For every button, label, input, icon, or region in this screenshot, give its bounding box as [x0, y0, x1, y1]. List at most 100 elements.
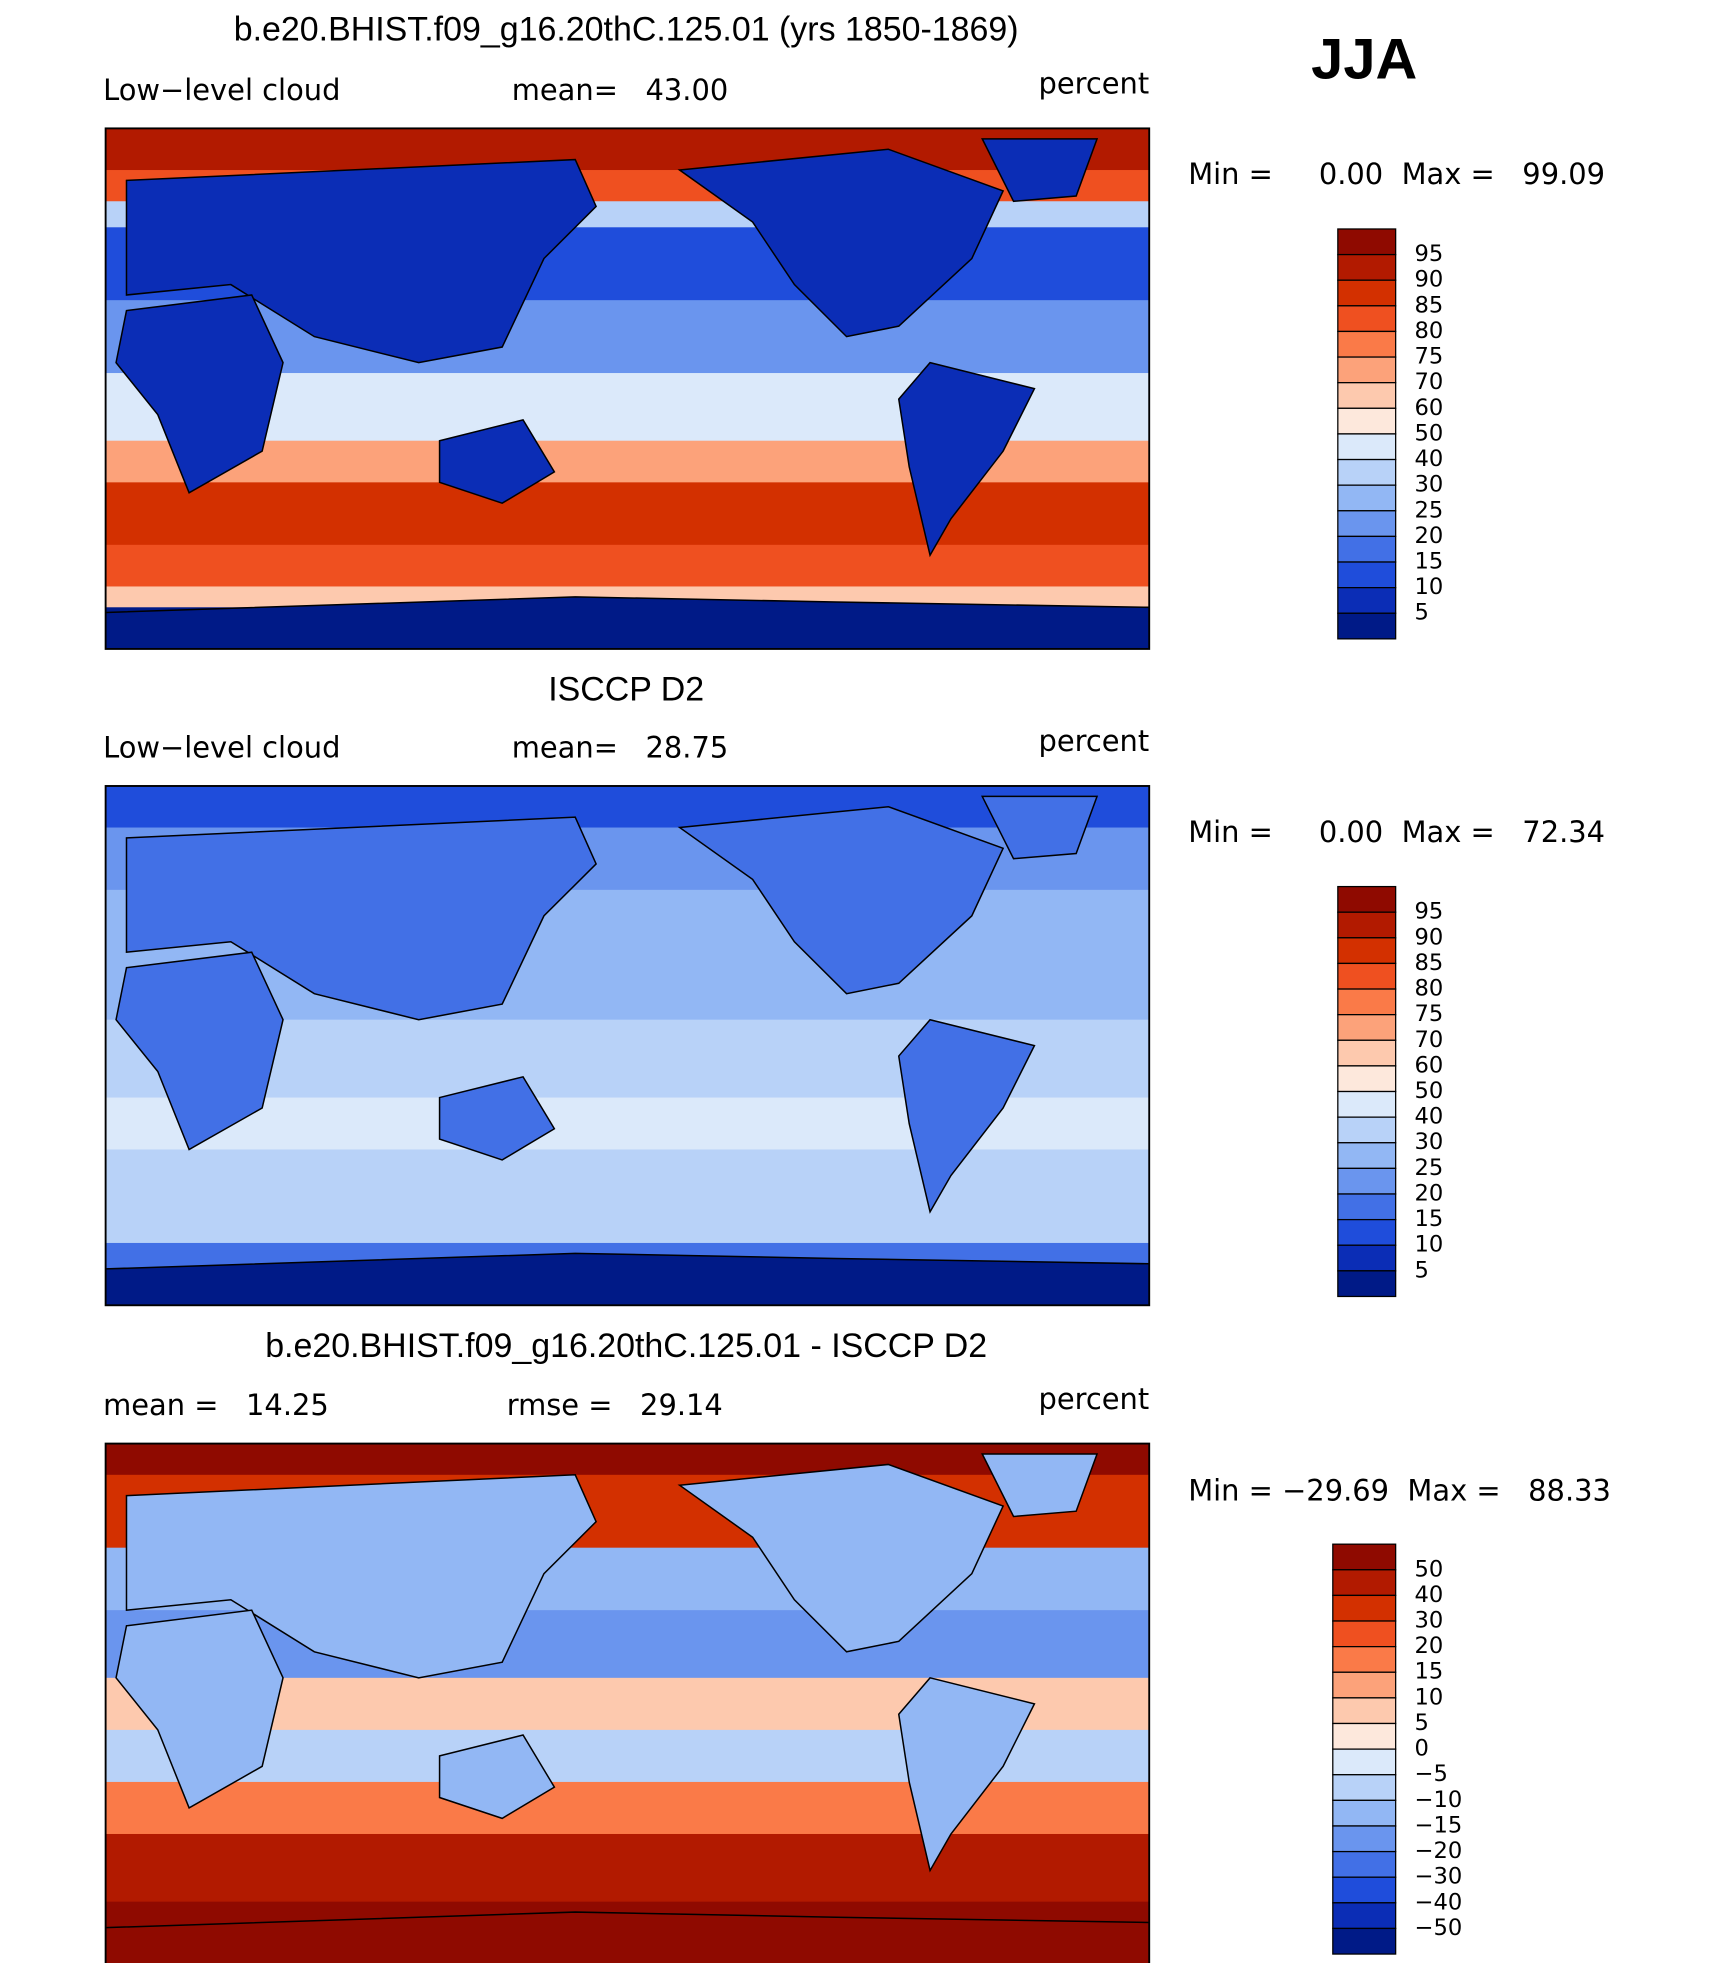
colorbar-box [1337, 587, 1397, 614]
colorbar-box [1337, 885, 1397, 913]
colorbar-label: −20 [1415, 1838, 1463, 1864]
map-band [105, 1443, 1150, 1476]
colorbar-label: 25 [1415, 497, 1444, 523]
colorbar-box [1337, 510, 1397, 538]
colorbar-label: 85 [1415, 292, 1444, 318]
colorbar-box [1337, 228, 1397, 256]
colorbar-label: 15 [1415, 549, 1444, 575]
panel-title: b.e20.BHIST.f09_g16.20thC.125.01 - ISCCP… [265, 1327, 987, 1365]
land [677, 805, 1005, 995]
center-label: mean= 28.75 [512, 731, 729, 765]
land [677, 1463, 1005, 1653]
colorbar-label: −10 [1415, 1787, 1463, 1813]
map-band [105, 128, 1150, 171]
colorbar-label: 75 [1415, 344, 1444, 370]
colorbar-box [1337, 535, 1397, 563]
land [105, 1252, 1150, 1306]
colorbar-box [1337, 305, 1397, 333]
land [438, 418, 556, 505]
colorbar-label: −5 [1415, 1761, 1448, 1787]
colorbar-box [1332, 1620, 1397, 1648]
colorbar-label: 15 [1415, 1206, 1444, 1232]
colorbar-box [1337, 382, 1397, 409]
colorbar-label: 90 [1415, 924, 1444, 950]
colorbar-box [1332, 1850, 1397, 1878]
colorbar-box [1332, 1748, 1397, 1776]
map [105, 128, 1150, 649]
colorbar-box [1337, 1090, 1397, 1118]
land [677, 148, 1005, 338]
colorbar-label: 85 [1415, 950, 1444, 976]
colorbar-box [1332, 1646, 1397, 1673]
colorbar-box [1337, 484, 1397, 512]
colorbar-label: 5 [1415, 1710, 1429, 1736]
colorbar-label: 95 [1415, 899, 1444, 925]
colorbar-label: 50 [1415, 1078, 1444, 1104]
units-label: percent [1039, 724, 1150, 758]
map-band [105, 785, 1150, 829]
colorbar-label: 30 [1415, 1129, 1444, 1155]
colorbar-box [1332, 1594, 1397, 1622]
colorbar-label: −30 [1415, 1864, 1463, 1890]
left-label: Low−level cloud [103, 73, 340, 107]
map [105, 785, 1150, 1306]
colorbar-box [1332, 1722, 1397, 1750]
land [897, 1676, 1036, 1873]
map-band [105, 1781, 1150, 1835]
colorbar-label: 60 [1415, 395, 1444, 421]
colorbar-box [1332, 1825, 1397, 1853]
panel-title: b.e20.BHIST.f09_g16.20thC.125.01 (yrs 18… [234, 11, 1019, 49]
colorbar-label: 90 [1415, 267, 1444, 293]
colorbar-label: 40 [1415, 1104, 1444, 1130]
colorbar-box [1337, 1116, 1397, 1144]
colorbar-box [1337, 458, 1397, 486]
map-band [105, 1149, 1150, 1244]
colorbar-box [1332, 1543, 1397, 1571]
colorbar-label: 10 [1415, 1232, 1444, 1258]
colorbar-label: 50 [1415, 420, 1444, 446]
land [105, 596, 1150, 649]
colorbar-box [1337, 1039, 1397, 1067]
colorbar-box [1337, 1014, 1397, 1041]
colorbar-label: 10 [1415, 1684, 1444, 1710]
colorbar-box [1337, 1167, 1397, 1195]
colorbar-label: 70 [1415, 369, 1444, 395]
colorbar-label: 40 [1415, 1582, 1444, 1608]
colorbar-box [1337, 433, 1397, 461]
land [125, 1473, 598, 1679]
land [981, 1453, 1099, 1518]
colorbar-box [1332, 1671, 1397, 1699]
colorbar-box [1332, 1876, 1397, 1904]
colorbar-label: 30 [1415, 472, 1444, 498]
map-frame [104, 127, 1151, 650]
colorbar-box [1332, 1697, 1397, 1725]
colorbar-label: −40 [1415, 1889, 1463, 1915]
colorbar-label: 30 [1415, 1608, 1444, 1634]
land [125, 816, 598, 1021]
left-label: mean = 14.25 [103, 1388, 329, 1422]
colorbar-label: 5 [1415, 600, 1429, 626]
colorbar-label: 15 [1415, 1659, 1444, 1685]
land [115, 951, 284, 1151]
colorbar-box [1337, 407, 1397, 435]
colorbar-box [1337, 1270, 1397, 1298]
colorbar-label: 20 [1415, 1633, 1444, 1659]
season-label: JJA [1311, 27, 1417, 91]
map-frame [104, 1442, 1151, 1963]
colorbar-box [1332, 1927, 1397, 1955]
colorbar-label: −15 [1415, 1812, 1463, 1838]
colorbar-box [1337, 962, 1397, 990]
colorbar-label: 0 [1415, 1736, 1429, 1762]
colorbar-label: 80 [1415, 976, 1444, 1002]
colorbar-label: 25 [1415, 1155, 1444, 1181]
units-label: percent [1039, 1382, 1150, 1416]
colorbar-label: 75 [1415, 1001, 1444, 1027]
colorbar-box [1332, 1902, 1397, 1930]
land [438, 1075, 556, 1161]
map-band [105, 482, 1150, 546]
colorbar-label: −50 [1415, 1915, 1463, 1941]
map-band [105, 544, 1150, 588]
land [438, 1734, 556, 1820]
land [897, 361, 1036, 558]
